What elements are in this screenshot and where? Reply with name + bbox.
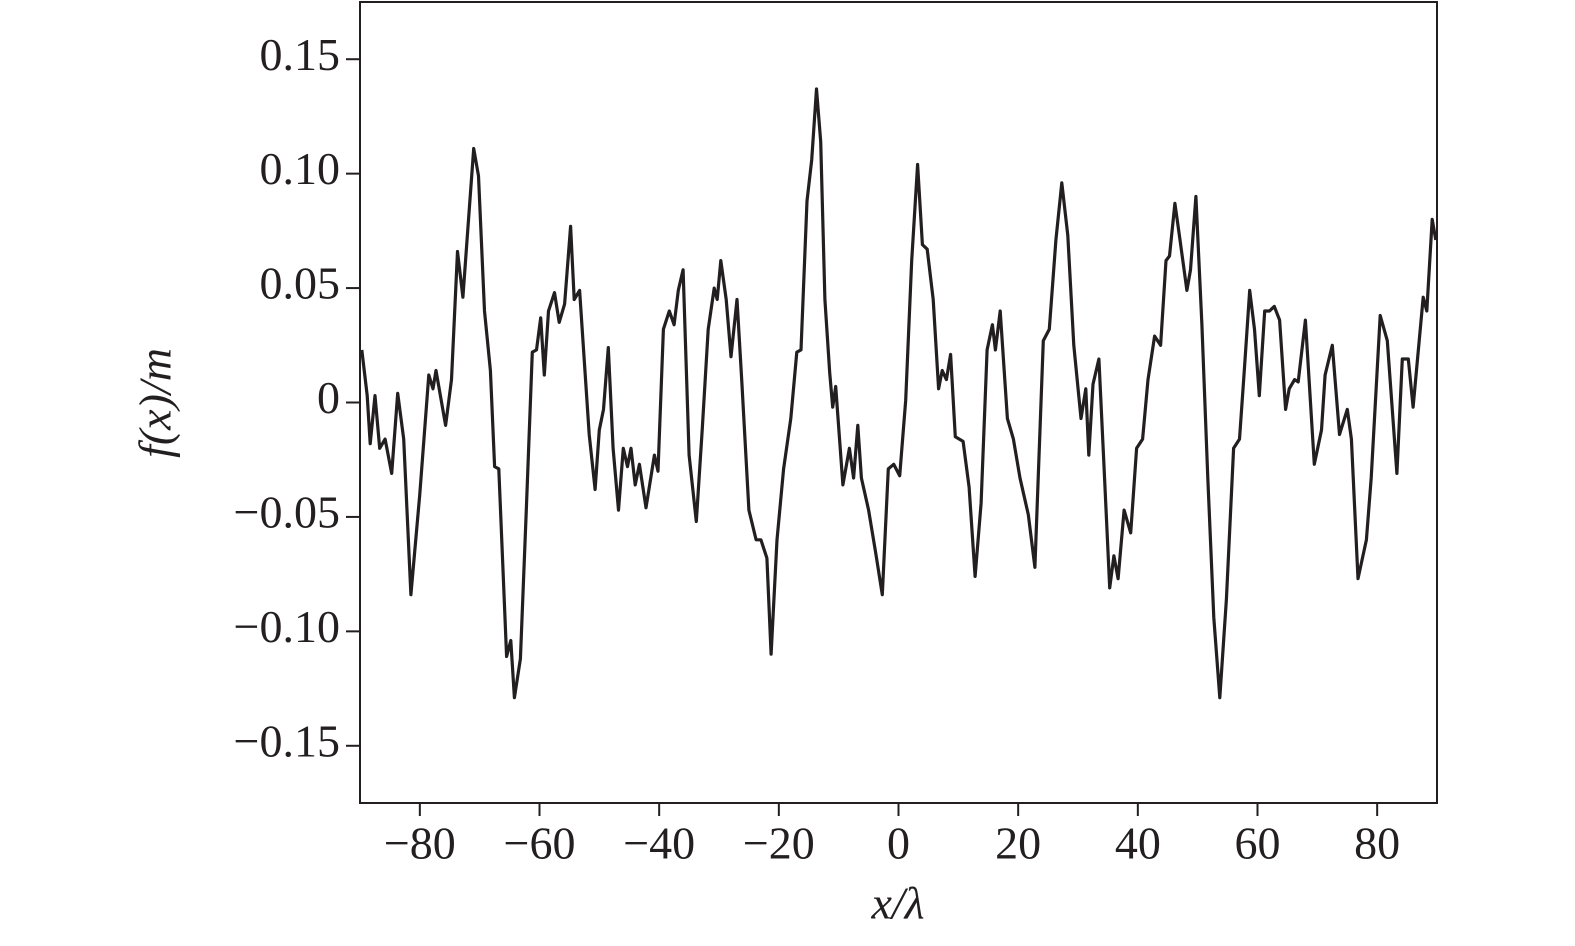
x-tick-label: −60	[504, 818, 576, 869]
y-axis-label: f(x)/m	[130, 348, 181, 458]
plot-frame	[359, 1, 1438, 804]
x-tick-label: 20	[995, 818, 1041, 869]
y-tick-label: 0.15	[260, 29, 341, 80]
x-axis-label: x/λ	[870, 878, 924, 929]
y-tick-label: 0	[317, 372, 340, 423]
y-tick-label: −0.05	[234, 486, 340, 537]
x-tick-label: 80	[1354, 818, 1400, 869]
data-line	[360, 87, 1438, 700]
x-tick-label: −40	[623, 818, 695, 869]
x-tick-label: −20	[743, 818, 815, 869]
y-tick-label: −0.10	[234, 601, 340, 652]
x-tick-label: −80	[384, 818, 456, 869]
y-tick-label: 0.10	[260, 143, 341, 194]
x-tick-label: 40	[1115, 818, 1161, 869]
y-tick-label: −0.15	[234, 715, 340, 766]
x-tick-label: 60	[1235, 818, 1281, 869]
y-tick-label: 0.05	[260, 258, 341, 309]
x-tick-label: 0	[887, 818, 910, 869]
